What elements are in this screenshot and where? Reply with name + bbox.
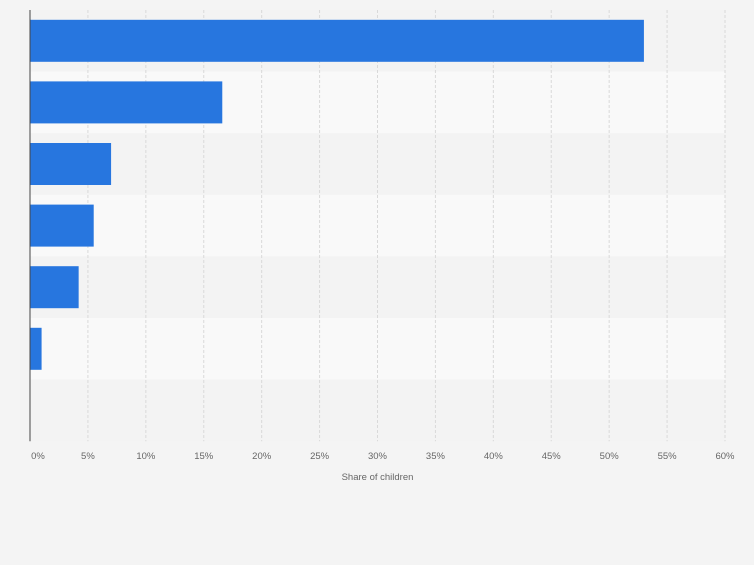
x-tick-label: 0% — [31, 451, 45, 462]
row-band — [30, 133, 725, 195]
bar — [30, 19, 644, 62]
x-tick-label: 15% — [194, 451, 214, 462]
x-tick-label: 55% — [658, 451, 678, 462]
row-band — [30, 318, 725, 380]
bar — [30, 143, 112, 185]
bar — [30, 81, 223, 124]
bar — [30, 204, 94, 247]
x-tick-label: 35% — [426, 451, 446, 462]
x-tick-label: 30% — [368, 451, 388, 462]
x-tick-label: 45% — [542, 451, 562, 462]
x-tick-label: 20% — [252, 451, 272, 462]
x-tick-label: 5% — [81, 451, 95, 462]
bar — [30, 266, 79, 309]
bars — [30, 19, 644, 370]
x-tick-label: 60% — [715, 451, 735, 462]
x-axis-label: Share of children — [342, 472, 414, 483]
x-tick-label: 10% — [136, 451, 156, 462]
bar — [30, 327, 42, 370]
x-axis-ticks: 0% 5% 10% 15% 20% 25% 30% 35% 40% 45% 50% 55% 60% — [31, 451, 735, 462]
x-tick-label: 40% — [484, 451, 504, 462]
x-tick-label: 25% — [310, 451, 330, 462]
x-tick-label: 50% — [600, 451, 620, 462]
